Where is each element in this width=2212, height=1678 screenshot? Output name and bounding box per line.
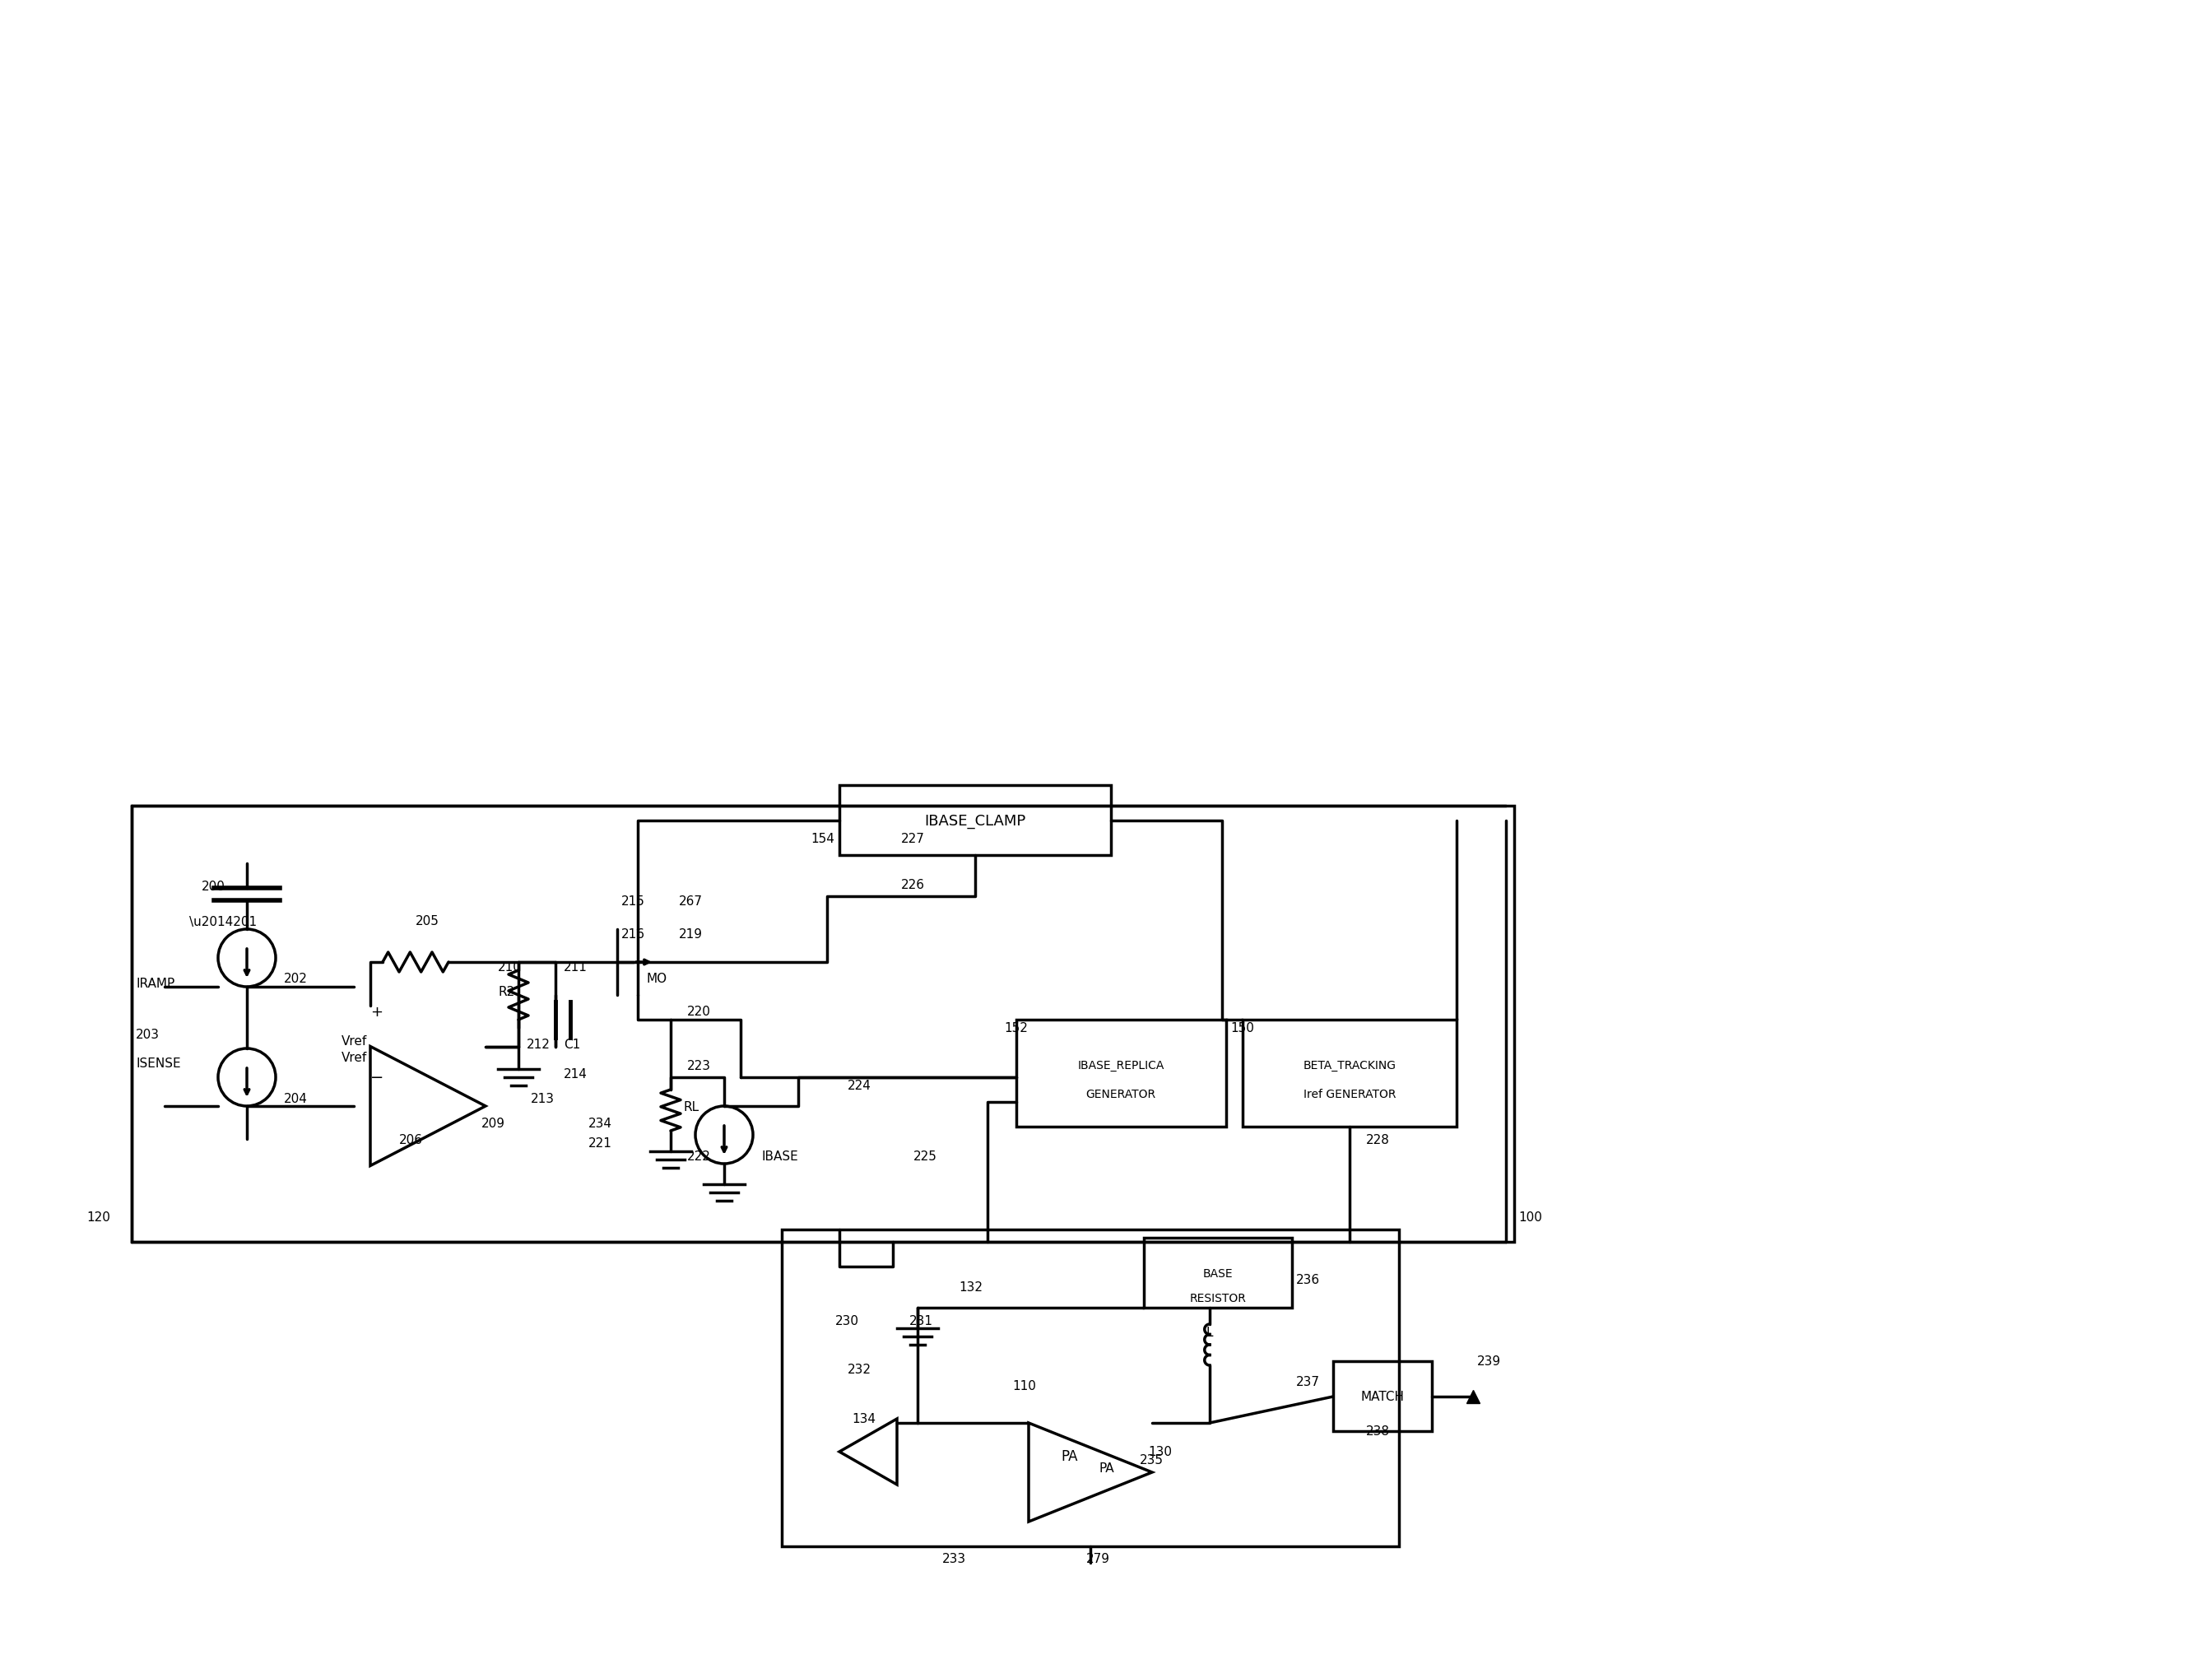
Text: ISENSE: ISENSE: [135, 1057, 181, 1069]
Text: R2: R2: [498, 985, 515, 997]
Text: 236: 236: [1296, 1274, 1321, 1285]
Text: 228: 228: [1367, 1133, 1389, 1146]
Text: IBASE_CLAMP: IBASE_CLAMP: [925, 814, 1026, 829]
Text: 120: 120: [86, 1212, 111, 1223]
Text: 220: 220: [688, 1005, 710, 1019]
Text: 215: 215: [622, 894, 646, 906]
Text: 210: 210: [498, 960, 522, 973]
Text: \u2014201: \u2014201: [190, 915, 257, 928]
Text: 202: 202: [283, 973, 307, 985]
Bar: [1144, 1238, 1292, 1307]
Bar: [1015, 1020, 1225, 1128]
Text: Vref: Vref: [341, 1034, 367, 1047]
Text: 237: 237: [1296, 1376, 1321, 1388]
Text: PA: PA: [1099, 1462, 1115, 1475]
Text: +: +: [372, 1005, 383, 1019]
Bar: [133, 805, 1515, 1242]
Text: 239: 239: [1478, 1356, 1502, 1368]
Text: 234: 234: [588, 1116, 613, 1129]
Text: IBASE: IBASE: [761, 1149, 799, 1161]
Text: 134: 134: [852, 1413, 876, 1425]
Text: 206: 206: [398, 1133, 422, 1146]
Text: 200: 200: [201, 881, 226, 893]
Text: 222: 222: [688, 1149, 710, 1161]
Text: MO: MO: [646, 973, 666, 985]
Bar: [838, 785, 1110, 856]
Text: MATCH: MATCH: [1360, 1391, 1405, 1403]
Text: IRAMP: IRAMP: [135, 977, 175, 988]
Text: 100: 100: [1517, 1212, 1542, 1223]
Text: 221: 221: [588, 1138, 613, 1149]
Text: L: L: [1206, 1326, 1212, 1339]
Text: 267: 267: [679, 894, 703, 906]
Text: 223: 223: [688, 1059, 710, 1071]
Text: 238: 238: [1367, 1425, 1389, 1438]
Text: 110: 110: [1013, 1379, 1035, 1393]
Text: 150: 150: [1230, 1022, 1254, 1034]
Text: 203: 203: [135, 1029, 159, 1040]
Text: PA: PA: [1062, 1448, 1077, 1463]
Text: 212: 212: [526, 1039, 551, 1050]
Text: 232: 232: [847, 1363, 872, 1376]
Text: IBASE_REPLICA: IBASE_REPLICA: [1077, 1059, 1164, 1071]
Text: 216: 216: [622, 928, 646, 940]
Text: BETA_TRACKING: BETA_TRACKING: [1303, 1059, 1396, 1071]
Text: 231: 231: [909, 1314, 933, 1326]
Text: 235: 235: [1139, 1453, 1164, 1467]
Text: RESISTOR: RESISTOR: [1190, 1292, 1245, 1304]
Text: 214: 214: [564, 1067, 588, 1079]
Text: 279: 279: [1086, 1552, 1110, 1566]
Text: GENERATOR: GENERATOR: [1086, 1089, 1157, 1099]
Text: 219: 219: [679, 928, 703, 940]
Text: 230: 230: [836, 1314, 858, 1326]
Text: 225: 225: [914, 1149, 938, 1161]
Text: 152: 152: [1004, 1022, 1029, 1034]
Text: BASE: BASE: [1203, 1267, 1232, 1279]
Text: 205: 205: [416, 915, 440, 928]
Bar: [1243, 1020, 1455, 1128]
Text: 154: 154: [810, 832, 834, 846]
Text: Vref: Vref: [341, 1050, 367, 1064]
Text: 224: 224: [847, 1079, 872, 1092]
Text: C1: C1: [564, 1039, 580, 1050]
Text: 130: 130: [1148, 1446, 1172, 1458]
Text: −: −: [369, 1071, 383, 1086]
Text: 213: 213: [531, 1092, 555, 1104]
Text: RL: RL: [684, 1101, 699, 1113]
Text: 227: 227: [900, 832, 925, 846]
Text: 211: 211: [564, 960, 588, 973]
Bar: [1334, 1361, 1431, 1431]
Text: 209: 209: [482, 1116, 504, 1129]
Text: 204: 204: [283, 1092, 307, 1104]
Text: 132: 132: [958, 1280, 982, 1294]
Bar: [781, 1230, 1398, 1547]
Text: 226: 226: [900, 878, 925, 891]
Text: 233: 233: [942, 1552, 967, 1566]
Text: Iref GENERATOR: Iref GENERATOR: [1303, 1089, 1396, 1099]
